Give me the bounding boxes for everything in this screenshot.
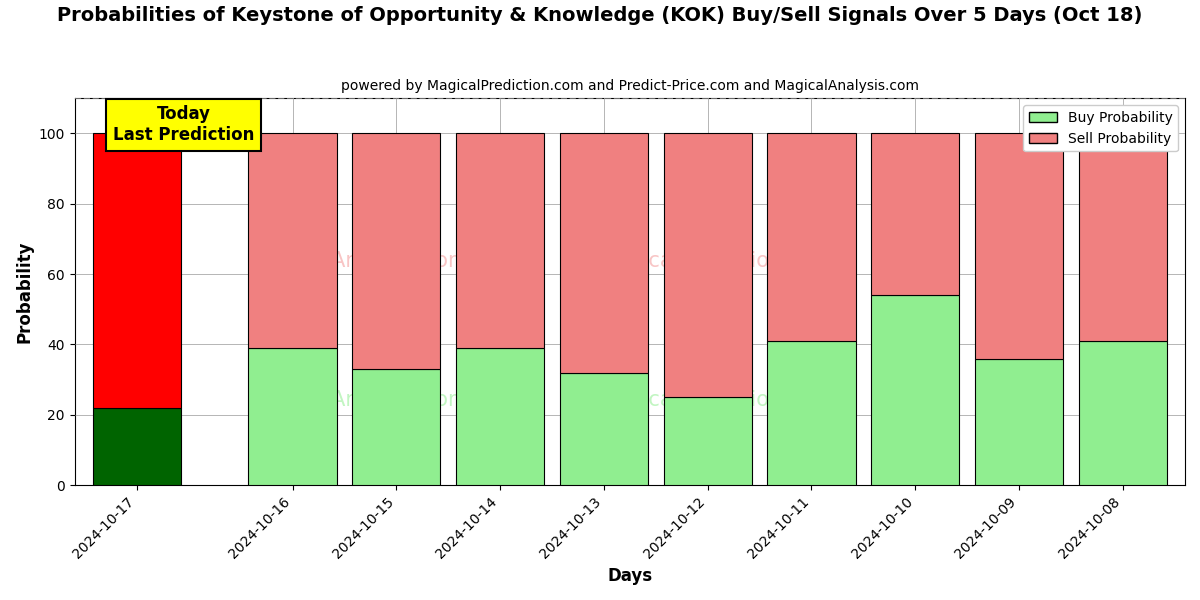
Text: n    MagicalPrediction.com: n MagicalPrediction.com <box>559 251 834 271</box>
X-axis label: Days: Days <box>607 567 653 585</box>
Text: calAnalysis.com: calAnalysis.com <box>302 390 469 410</box>
Bar <box>456 348 545 485</box>
Bar <box>974 133 1063 359</box>
Text: calAnalysis.com: calAnalysis.com <box>302 251 469 271</box>
Bar <box>92 133 181 408</box>
Legend: Buy Probability, Sell Probability: Buy Probability, Sell Probability <box>1024 105 1178 151</box>
Bar <box>974 359 1063 485</box>
Bar <box>767 133 856 341</box>
Y-axis label: Probability: Probability <box>16 241 34 343</box>
Bar <box>353 369 440 485</box>
Bar <box>664 397 751 485</box>
Bar <box>559 133 648 373</box>
Bar <box>248 133 337 348</box>
Bar <box>92 408 181 485</box>
Bar <box>559 373 648 485</box>
Bar <box>1079 133 1166 341</box>
Bar <box>664 133 751 397</box>
Bar <box>871 133 959 295</box>
Bar <box>353 133 440 369</box>
Bar <box>1079 341 1166 485</box>
Bar <box>871 295 959 485</box>
Text: Probabilities of Keystone of Opportunity & Knowledge (KOK) Buy/Sell Signals Over: Probabilities of Keystone of Opportunity… <box>58 6 1142 25</box>
Bar <box>248 348 337 485</box>
Text: Today
Last Prediction: Today Last Prediction <box>113 106 254 144</box>
Bar <box>456 133 545 348</box>
Bar <box>767 341 856 485</box>
Text: n    MagicalPrediction.com: n MagicalPrediction.com <box>559 390 834 410</box>
Title: powered by MagicalPrediction.com and Predict-Price.com and MagicalAnalysis.com: powered by MagicalPrediction.com and Pre… <box>341 79 919 93</box>
